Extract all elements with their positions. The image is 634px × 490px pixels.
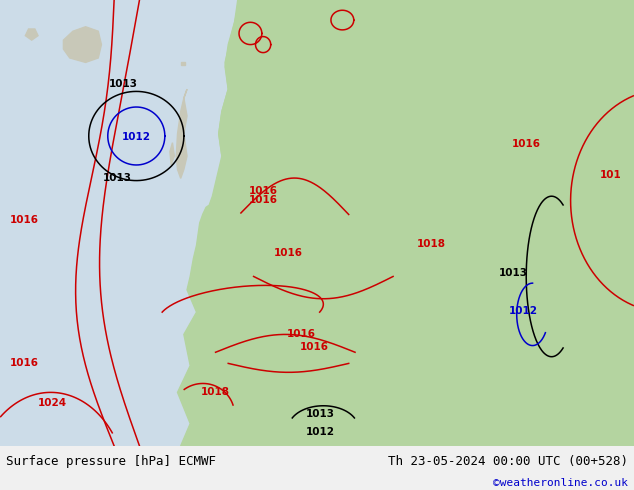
Polygon shape xyxy=(25,29,38,40)
Polygon shape xyxy=(170,143,174,165)
Text: ©weatheronline.co.uk: ©weatheronline.co.uk xyxy=(493,478,628,488)
Text: 1013: 1013 xyxy=(109,79,138,89)
Text: 1016: 1016 xyxy=(299,342,328,352)
Text: 1024: 1024 xyxy=(38,398,67,408)
Text: 1012: 1012 xyxy=(306,427,335,437)
Text: 1013: 1013 xyxy=(306,409,335,419)
Text: 1018: 1018 xyxy=(201,387,230,396)
Polygon shape xyxy=(63,27,101,62)
Text: 1016: 1016 xyxy=(10,215,39,225)
Text: 1016: 1016 xyxy=(512,139,541,149)
Text: 1016: 1016 xyxy=(287,329,316,339)
Text: 101: 101 xyxy=(600,171,621,180)
Text: 1016: 1016 xyxy=(249,195,278,205)
Polygon shape xyxy=(219,0,279,170)
Text: Surface pressure [hPa] ECMWF: Surface pressure [hPa] ECMWF xyxy=(6,455,216,468)
Polygon shape xyxy=(178,0,634,446)
Text: Th 23-05-2024 00:00 UTC (00+528): Th 23-05-2024 00:00 UTC (00+528) xyxy=(387,455,628,468)
Text: 1018: 1018 xyxy=(417,240,446,249)
Text: 1016: 1016 xyxy=(10,358,39,368)
Text: 1012: 1012 xyxy=(122,132,151,143)
Text: 1013: 1013 xyxy=(499,269,528,278)
Text: 1012: 1012 xyxy=(508,306,538,317)
Text: 1013: 1013 xyxy=(103,172,132,183)
Polygon shape xyxy=(176,89,187,178)
Text: 1016: 1016 xyxy=(249,186,278,196)
Polygon shape xyxy=(181,62,185,65)
Text: 1016: 1016 xyxy=(274,248,303,258)
